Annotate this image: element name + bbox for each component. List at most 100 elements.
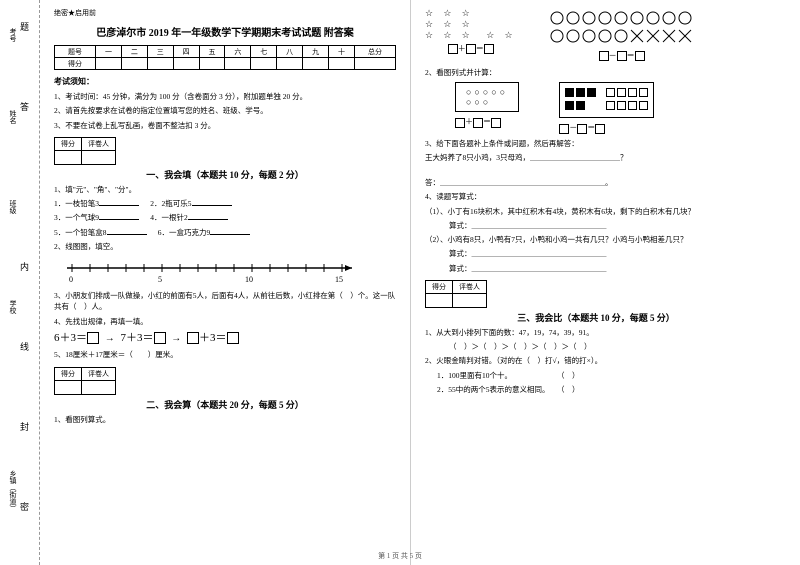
- row2-label: 得分: [55, 58, 96, 70]
- th-6: 六: [225, 46, 251, 58]
- circle-box: ○○○○○ ○○○: [455, 82, 519, 112]
- stars-eq: ＋＝: [425, 43, 517, 54]
- score-value-row: 得分: [55, 58, 396, 70]
- spine-label-class: 班级: [8, 200, 18, 214]
- s3-q2a: 1．100里面有10个十。 （ ）: [437, 370, 767, 381]
- ms3-c2: 评卷人: [453, 280, 487, 293]
- q1a: 1．一枝铅笔3: [54, 199, 99, 208]
- r-q4: 4、读题写算式：: [425, 191, 767, 202]
- s3-q2: 2、火眼金睛判对错。（对的在（ ）打√，错的打×）。: [425, 355, 767, 366]
- arrow-icon-2: →: [171, 331, 181, 346]
- q1f: 6．一盒巧克力9: [158, 228, 211, 237]
- circles-group: －＝: [547, 8, 697, 61]
- spine-guide-6: 密: [20, 500, 29, 513]
- q1b: 2．2瓶可乐5: [150, 199, 191, 208]
- q5: 5、18厘米＋17厘米＝（ ）厘米。: [54, 349, 396, 360]
- q4-b: 7＋3＝: [121, 332, 154, 344]
- q1c: 3．一个气球9: [54, 213, 99, 222]
- spine-guide-1: 题: [20, 20, 29, 33]
- arrow-icon: →: [105, 331, 115, 346]
- q1d: 4．一根针2: [150, 213, 188, 222]
- instructions-title: 考试须知：: [54, 76, 396, 87]
- q2: 2、线图图，填空。: [54, 241, 396, 252]
- q4-equation: 6＋3＝ → 7＋3＝ → ＋3＝: [54, 330, 396, 347]
- q1-row2: 3．一个气球9 4．一根针2: [54, 212, 396, 223]
- s2-q1: 1、看图列算式。: [54, 414, 396, 425]
- squares-box: [559, 82, 654, 118]
- th-total: 总分: [354, 46, 395, 58]
- shapes-top: ☆ ☆ ☆☆ ☆ ☆☆ ☆ ☆ ☆ ☆ ＋＝: [425, 8, 767, 61]
- spine-label-name: 姓名: [8, 110, 18, 124]
- svg-text:15: 15: [335, 275, 343, 284]
- r-q4b-ans1: 算式：＿＿＿＿＿＿＿＿＿＿＿＿＿＿＿＿＿＿: [449, 248, 767, 259]
- box1-r1: ○○○○○: [466, 87, 508, 97]
- score-header-row: 题号 一 二 三 四 五 六 七 八 九 十 总分: [55, 46, 396, 58]
- spine-label-examno: 考号: [8, 28, 18, 42]
- q4-c: ＋3＝: [199, 332, 227, 344]
- th-10: 十: [329, 46, 355, 58]
- th-5: 五: [199, 46, 225, 58]
- exam-page: 考号 题 姓名 答 班级 内 学校 线 封 乡镇（街道） 密 绝密★启用前 巴彦…: [0, 0, 800, 565]
- q2-fig-right: －＝: [559, 82, 654, 133]
- score-table: 题号 一 二 三 四 五 六 七 八 九 十 总分 得分: [54, 45, 396, 70]
- svg-text:5: 5: [158, 275, 162, 284]
- ms1-c1: 得分: [55, 137, 82, 150]
- section-2-title: 二、我会算（本题共 20 分，每题 5 分）: [54, 398, 396, 411]
- q2-eq2: －＝: [559, 122, 654, 133]
- q2-figures: ○○○○○ ○○○ ＋＝: [455, 82, 767, 133]
- r-q3ans: 答：＿＿＿＿＿＿＿＿＿＿＿＿＿＿＿＿＿＿＿＿＿＿。: [425, 177, 767, 188]
- numberline-svg: 0 5 10 15: [62, 256, 362, 284]
- q2-fig-left: ○○○○○ ○○○ ＋＝: [455, 82, 519, 133]
- r-q3a: 王大妈养了8只小鸡，3只母鸡，＿＿＿＿＿＿＿＿＿＿＿＿？: [425, 152, 767, 163]
- q1-row3: 5．一个铅笔盒8 6．一盒巧克力9: [54, 227, 396, 238]
- ms1-c2: 评卷人: [82, 137, 116, 150]
- instruction-1: 1、考试时间：45 分钟，满分为 100 分（含卷面分 3 分），附加题单独 2…: [54, 91, 396, 102]
- s3-q1-line: （ ）＞（ ）＞（ ）＞（ ）＞（ ）: [449, 341, 767, 352]
- stars-group: ☆ ☆ ☆☆ ☆ ☆☆ ☆ ☆ ☆ ☆ ＋＝: [425, 8, 517, 61]
- stars-row: ☆ ☆ ☆☆ ☆ ☆☆ ☆ ☆ ☆ ☆: [425, 8, 517, 41]
- box1-r2: ○○○: [466, 97, 491, 107]
- mini-score-3: 得分评卷人: [425, 280, 487, 308]
- svg-text:10: 10: [245, 275, 253, 284]
- circles-svg: [547, 8, 697, 48]
- r-q4a-ans: 算式：＿＿＿＿＿＿＿＿＿＿＿＿＿＿＿＿＿＿: [449, 220, 767, 231]
- s3-q2b: 2．55中的两个5表示的意义相同。 （ ）: [437, 384, 767, 395]
- spine-guide-3: 内: [20, 260, 29, 273]
- th-4: 四: [173, 46, 199, 58]
- th-1: 一: [96, 46, 122, 58]
- q1: 1、填"元"、"角"、"分"。: [54, 184, 396, 195]
- s3-q1: 1、从大到小排列下面的数：47，19，74，39，91。: [425, 327, 767, 338]
- th-8: 八: [277, 46, 303, 58]
- r-q2: 2、看图列式并计算：: [425, 67, 767, 78]
- th-2: 二: [121, 46, 147, 58]
- spine-guide-5: 封: [20, 420, 29, 433]
- q1-row1: 1．一枝铅笔3 2．2瓶可乐5: [54, 198, 396, 209]
- th-3: 三: [147, 46, 173, 58]
- th-9: 九: [303, 46, 329, 58]
- spine-guide-4: 线: [20, 340, 29, 353]
- q4: 4、先找出规律，再填一填。: [54, 316, 396, 327]
- right-column: ☆ ☆ ☆☆ ☆ ☆☆ ☆ ☆ ☆ ☆ ＋＝: [411, 0, 781, 565]
- q3: 3、小朋友们排成一队做操，小红的前面有5人，后面有4人，从前往后数，小红排在第（…: [54, 290, 396, 313]
- q1e: 5．一个铅笔盒8: [54, 228, 107, 237]
- ms2-c2: 评卷人: [82, 367, 116, 380]
- page-footer: 第 1 页 共 5 页: [0, 551, 800, 561]
- q4-a: 6＋3＝: [54, 332, 87, 344]
- ms2-c1: 得分: [55, 367, 82, 380]
- circles-eq: －＝: [547, 50, 697, 61]
- exam-title: 巴彦淖尔市 2019 年一年级数学下学期期末考试试题 附答案: [54, 24, 396, 39]
- confidential-label: 绝密★启用前: [54, 8, 396, 18]
- section-1-title: 一、我会填（本题共 10 分，每题 2 分）: [54, 168, 396, 181]
- mini-score-1: 得分评卷人: [54, 137, 116, 165]
- instruction-2: 2、请首先按要求在试卷的指定位置填写您的姓名、班级、学号。: [54, 105, 396, 116]
- mini-score-2: 得分评卷人: [54, 367, 116, 395]
- svg-text:0: 0: [69, 275, 73, 284]
- th-7: 七: [251, 46, 277, 58]
- section-3-title: 三、我会比（本题共 10 分，每题 5 分）: [425, 311, 767, 324]
- th-num: 题号: [55, 46, 96, 58]
- ms3-c1: 得分: [426, 280, 453, 293]
- instruction-3: 3、不要在试卷上乱写乱画，卷面不整洁扣 3 分。: [54, 120, 396, 131]
- r-q4a: （1）、小丁有16块积木，其中红积木有4块，黄积木有6块，剩下的白积木有几块？: [425, 206, 767, 217]
- number-line: 0 5 10 15: [62, 256, 396, 284]
- spine-guide-2: 答: [20, 100, 29, 113]
